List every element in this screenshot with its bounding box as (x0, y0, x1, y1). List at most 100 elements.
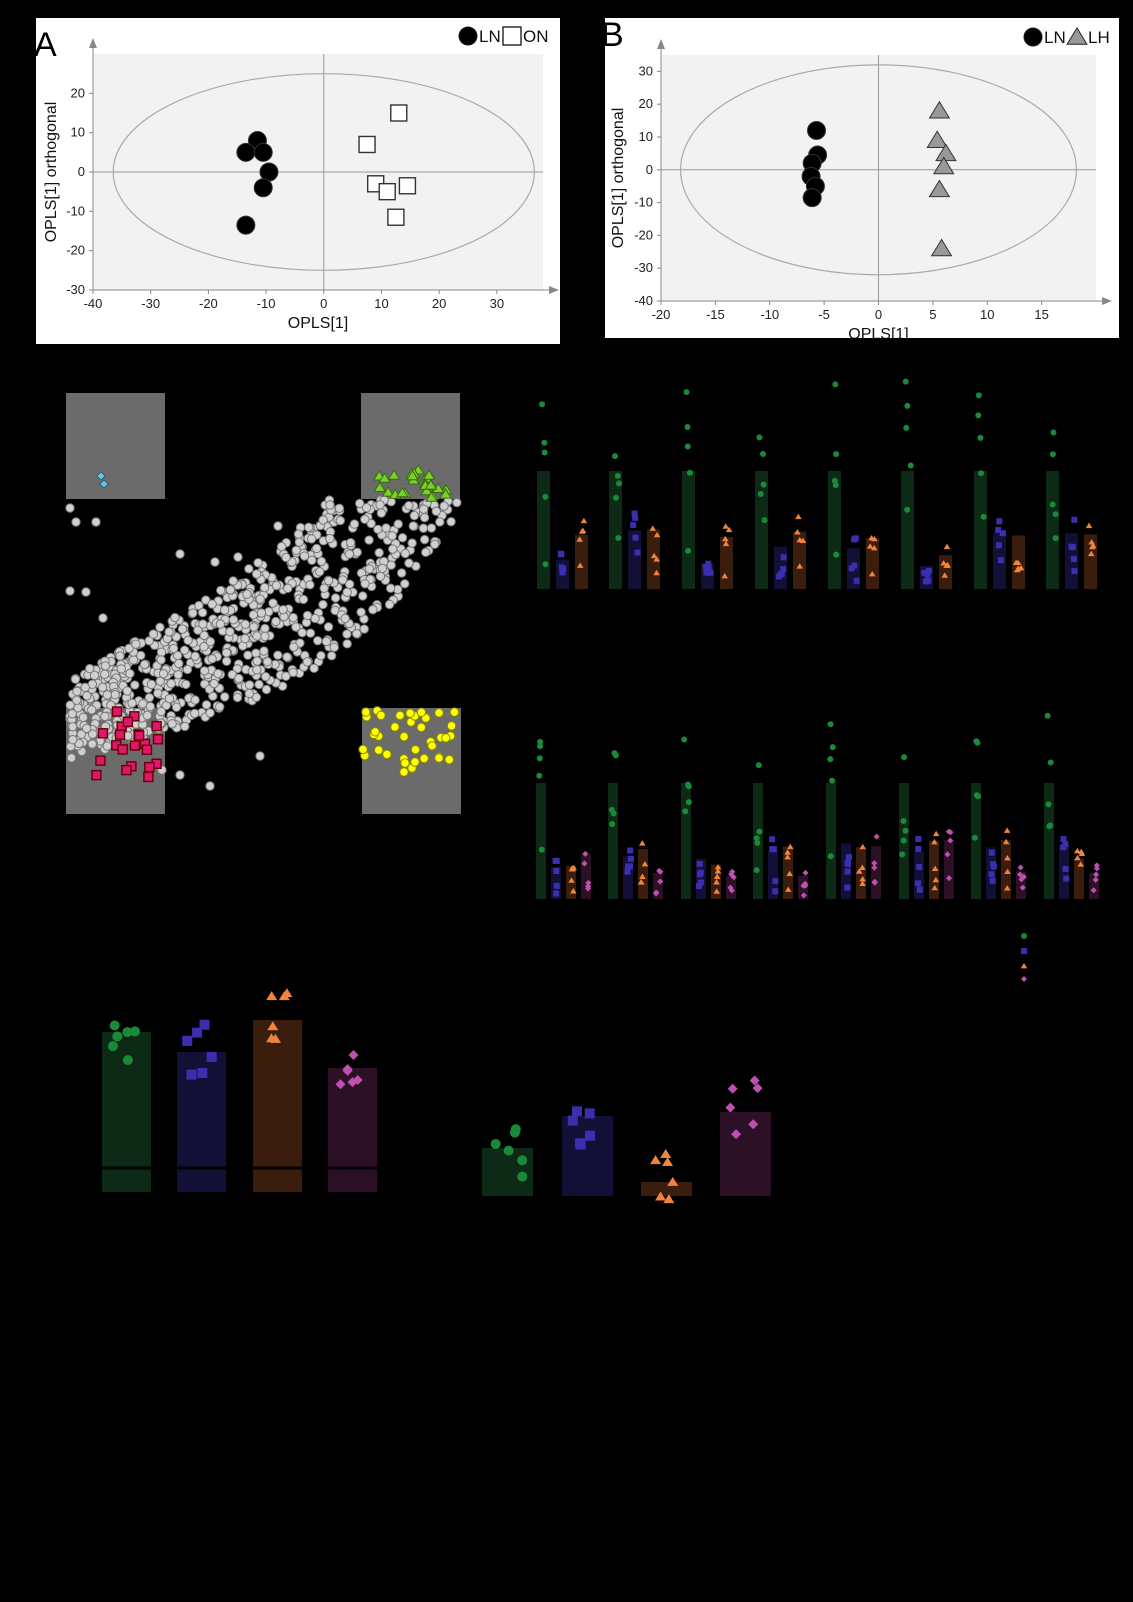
splot-yellow-point (405, 708, 415, 718)
splot-point (188, 608, 198, 618)
bar-point (932, 830, 940, 837)
splot-point (314, 567, 325, 577)
splot-point (205, 708, 215, 718)
large-bar-chart (102, 988, 377, 1192)
bar-point (988, 871, 995, 878)
legend-label-ON: ON (523, 27, 549, 46)
bar-point (775, 573, 782, 580)
bar-group (1046, 429, 1097, 589)
splot-point (240, 619, 250, 629)
splot-yellow-point (395, 710, 405, 721)
splot-point (242, 589, 252, 599)
splot-yellow-point (449, 707, 460, 717)
splot-green-group (372, 464, 453, 502)
bar (871, 846, 881, 899)
bar-point (845, 854, 852, 861)
bar-group (899, 754, 954, 899)
large-bar (328, 1068, 377, 1192)
bar-point (921, 569, 928, 576)
bar-point (829, 777, 836, 784)
bar-point (1049, 501, 1056, 508)
large-bar-point (266, 991, 278, 1001)
splot-green-triangle (424, 479, 438, 490)
x-tick-label: -40 (84, 296, 103, 311)
splot-point (419, 504, 429, 514)
bar-point (553, 882, 560, 889)
bar-point (757, 490, 764, 497)
splot-point (306, 534, 317, 544)
bar-point (1047, 759, 1054, 766)
splot-point (179, 645, 190, 655)
y-tick-label: 0 (646, 162, 653, 177)
bar-point (1017, 864, 1024, 871)
bar-point (703, 569, 710, 576)
bar-point (924, 571, 931, 578)
splot-pink-square (91, 769, 102, 781)
splot-pink-square (133, 730, 145, 741)
splot-point (260, 671, 271, 682)
panel-b: -20 -15 -10 -5 0 5 10 15 -40 -30 -20 -10 0 10 20 30 OPLS… (601, 16, 1119, 343)
splot-point (252, 631, 262, 641)
splot-point (76, 729, 87, 739)
splot-point (386, 560, 396, 570)
splot-point (244, 680, 255, 690)
splot-point (125, 668, 135, 679)
y-axis-label: OPLS[1] orthogonal (610, 108, 627, 249)
splot-point (175, 549, 185, 559)
splot-yellow-point (373, 745, 384, 755)
large-bar-point (650, 1155, 662, 1165)
splot-point (142, 710, 153, 721)
y-tick-label: 30 (639, 63, 653, 78)
splot-yellow-point (358, 744, 368, 755)
large-bar-point (731, 1129, 742, 1140)
bar-point (900, 837, 907, 844)
splot-yellow-point (444, 754, 454, 765)
splot-point (168, 643, 179, 654)
splot-point (207, 599, 217, 609)
bar (971, 783, 981, 899)
splot-point (446, 517, 456, 527)
splot-point (89, 670, 100, 681)
bar-point (997, 557, 1004, 564)
bar-point (649, 525, 657, 531)
bar-group (828, 381, 879, 589)
bar-point (975, 392, 982, 399)
bar-point (784, 886, 792, 892)
splot-point (158, 668, 169, 679)
splot-point (288, 612, 298, 623)
splot-point (251, 648, 261, 658)
large-bar-point (662, 1157, 674, 1167)
splot-pink-square (129, 740, 141, 751)
splot-point (215, 619, 226, 629)
splot-point (243, 650, 253, 660)
bar-point (653, 569, 660, 576)
large-bar-point (335, 1079, 346, 1090)
bar-group (609, 453, 661, 589)
x-axis-arrow (1102, 297, 1112, 305)
splot-point (288, 667, 298, 678)
splot-point (388, 544, 398, 554)
bar-point (914, 880, 921, 887)
bar-point (714, 863, 722, 870)
bar-point (844, 868, 851, 875)
bar-point (903, 424, 910, 431)
bar-point (624, 868, 631, 875)
bar-group (974, 392, 1025, 589)
splot-point (225, 585, 236, 595)
splot-pink-square (129, 711, 140, 722)
splot-point (360, 514, 370, 525)
splot-point (201, 700, 212, 710)
bar-group (826, 721, 881, 899)
splot-point (131, 639, 141, 649)
bar-point (980, 513, 987, 520)
large-bar-point (112, 1031, 123, 1042)
bar-point (772, 888, 779, 895)
bar-point (1052, 535, 1059, 542)
bar-point (557, 550, 564, 557)
splot-yellow-point (361, 707, 371, 717)
bar-point (873, 833, 880, 840)
splot-point (219, 692, 230, 702)
large-bar-point (206, 1051, 217, 1062)
splot-point (404, 500, 414, 511)
bar (914, 851, 924, 899)
